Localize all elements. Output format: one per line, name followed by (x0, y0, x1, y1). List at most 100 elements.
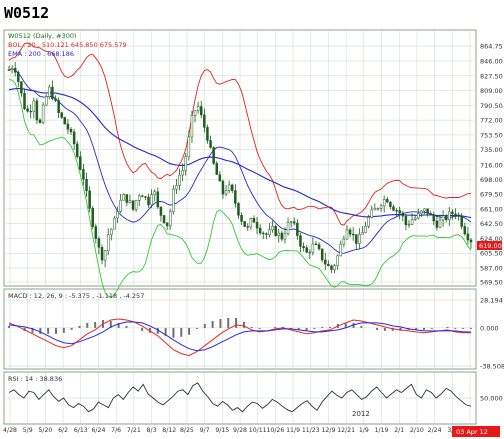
candle-body (100, 247, 104, 261)
candle-body (60, 112, 63, 118)
x-tick-label: 11/9 (286, 427, 300, 434)
candle-body (407, 224, 411, 226)
price-plot (7, 42, 473, 298)
x-tick-label: 8/3 (147, 427, 157, 434)
candle-body (54, 98, 57, 101)
candle-body (110, 228, 113, 235)
candle-body (193, 110, 197, 116)
candle-body (262, 232, 265, 235)
macd-tick-label: 0.000 (480, 324, 499, 332)
price-tick-label: 846.00 (480, 57, 503, 65)
candle-body (355, 234, 358, 244)
price-tick-label: 735.00 (480, 146, 503, 154)
x-tick-label: 8/25 (180, 427, 194, 434)
candle-body (66, 123, 70, 130)
candle-body (23, 92, 26, 110)
candle-body (274, 226, 277, 236)
candle-body (165, 222, 169, 227)
candle-body (255, 222, 259, 229)
x-tick-label: 6/13 (74, 427, 88, 434)
candle-body (271, 226, 274, 230)
candle-body (218, 174, 222, 182)
candle-body (116, 211, 119, 219)
signal-line (8, 321, 471, 352)
x-tick-label: 12/21 (337, 427, 355, 434)
x-tick-label: 6/24 (92, 427, 106, 434)
candle-body (85, 178, 88, 192)
price-tick-label: 827.50 (480, 72, 503, 80)
candle-body (227, 184, 231, 191)
candle-body (395, 210, 398, 212)
candle-body (376, 208, 380, 210)
candle-body (190, 115, 194, 138)
page-title: W0512 (4, 4, 50, 22)
candle-body (426, 208, 429, 214)
candle-body (348, 229, 352, 235)
legend-price: W0512 (Daily, #300) (8, 32, 77, 40)
candle-body (389, 201, 392, 207)
price-tick-label: 753.50 (480, 131, 503, 139)
candle-body (237, 203, 240, 216)
x-tick-label: 9/28 (233, 427, 247, 434)
candle-body (230, 184, 234, 191)
x-tick-label: 10/26 (266, 427, 284, 434)
candle-body (289, 221, 293, 223)
axes: 864.75 846.00 827.50 809.00 790.50 772.00 753.… (3, 43, 504, 435)
candle-body (404, 215, 408, 225)
candle-body (41, 104, 45, 123)
candle-body (265, 233, 268, 235)
candle-body (457, 214, 460, 217)
candle-body (196, 106, 200, 111)
rsi-plot (8, 382, 472, 413)
macd-line (8, 318, 471, 357)
x-tick-label: 9/7 (200, 427, 210, 434)
candle-body (156, 191, 160, 208)
candle-body (469, 239, 473, 243)
candle-body (17, 72, 20, 82)
legend-rsi: RSI : 14 : 38.836 (8, 375, 62, 383)
candle-body (280, 232, 284, 240)
candle-body (10, 68, 14, 71)
x-tick-label: 2/10 (410, 427, 424, 434)
candle-body (286, 222, 290, 235)
candle-body (379, 205, 383, 209)
last-price-badge (477, 241, 502, 250)
price-tick-label: 569.50 (480, 279, 503, 287)
candle-body (441, 215, 445, 221)
candle-body (172, 188, 175, 212)
candle-body (48, 86, 51, 98)
candle-body (410, 219, 414, 225)
candle-body (296, 222, 299, 236)
candle-body (330, 265, 333, 270)
candle-body (97, 238, 101, 248)
candle-body (32, 100, 36, 112)
rsi-tick-label: 50.000 (480, 395, 503, 403)
candle-body (38, 119, 42, 123)
candle-body (339, 243, 343, 257)
price-tick-label: 809.00 (480, 87, 503, 95)
candle-body (119, 200, 122, 212)
candle-body (75, 143, 79, 157)
candle-body (246, 226, 250, 228)
candle-body (438, 219, 442, 228)
candle-body (29, 110, 32, 113)
candle-body (82, 169, 85, 180)
candle-body (224, 190, 228, 195)
bollinger-upper-line (8, 42, 471, 226)
candle-body (308, 251, 312, 254)
candle-body (144, 196, 147, 198)
x-tick-label: 2/24 (428, 427, 442, 434)
candle-body (370, 209, 374, 218)
x-tick-label: 4/28 (3, 427, 17, 434)
candle-body (212, 147, 215, 164)
candle-body (277, 232, 281, 236)
candle-body (20, 81, 23, 94)
candle-body (413, 217, 417, 220)
candle-body (373, 208, 377, 211)
candle-body (122, 194, 125, 201)
macd-plot (8, 318, 472, 357)
macd-tick-label: -38.508 (480, 363, 504, 371)
candle-body (137, 195, 141, 201)
candle-body (72, 131, 76, 145)
candle-body (299, 235, 302, 247)
